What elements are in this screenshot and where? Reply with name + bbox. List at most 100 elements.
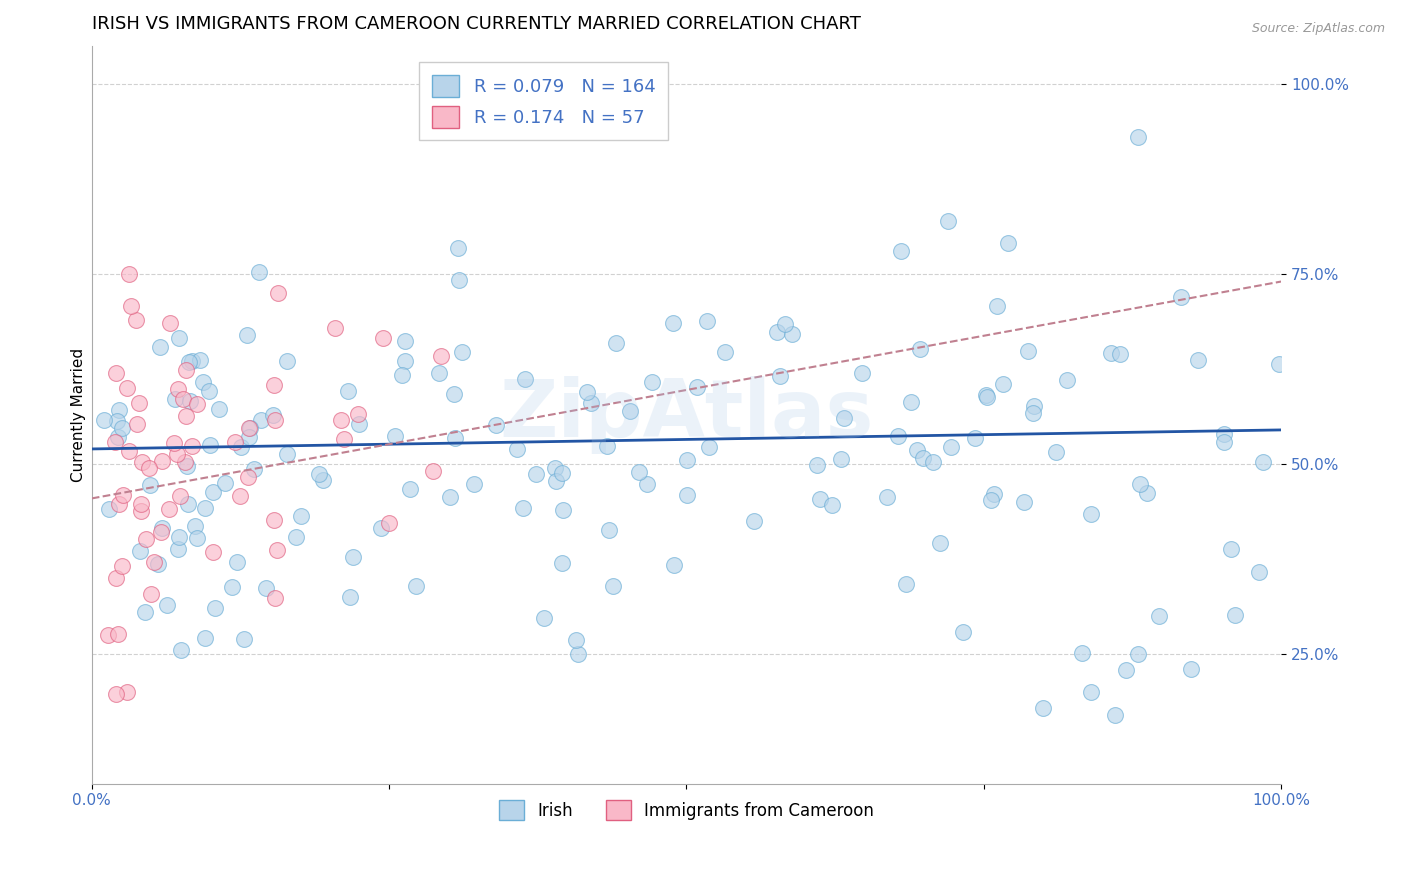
Point	[1219, 542, 1241, 557]
Point	[263, 591, 285, 605]
Point	[150, 454, 173, 468]
Point	[336, 384, 359, 399]
Point	[138, 461, 160, 475]
Point	[384, 429, 406, 443]
Point	[598, 523, 620, 537]
Point	[194, 501, 217, 516]
Point	[312, 473, 335, 487]
Point	[370, 521, 392, 535]
Point	[1128, 130, 1150, 145]
Point	[266, 543, 288, 558]
Point	[290, 509, 312, 524]
Point	[308, 467, 330, 481]
Point	[104, 571, 127, 585]
Point	[1223, 607, 1246, 622]
Point	[129, 498, 152, 512]
Point	[1056, 373, 1078, 387]
Point	[963, 431, 986, 445]
Point	[150, 524, 173, 539]
Point	[1080, 685, 1102, 699]
Point	[422, 464, 444, 478]
Point	[851, 366, 873, 380]
Point	[157, 502, 180, 516]
Point	[619, 403, 641, 417]
Point	[250, 413, 273, 427]
Point	[664, 558, 686, 573]
Point	[983, 487, 1005, 501]
Point	[263, 413, 285, 427]
Point	[263, 513, 285, 527]
Point	[172, 392, 194, 406]
Point	[236, 328, 259, 343]
Point	[118, 444, 141, 458]
Point	[124, 313, 146, 327]
Point	[1022, 406, 1045, 420]
Point	[451, 345, 474, 359]
Legend: Irish, Immigrants from Cameroon: Irish, Immigrants from Cameroon	[492, 793, 882, 827]
Point	[1099, 346, 1122, 360]
Point	[1032, 700, 1054, 714]
Point	[191, 375, 214, 389]
Point	[463, 476, 485, 491]
Point	[773, 318, 796, 332]
Point	[887, 429, 910, 443]
Point	[974, 388, 997, 402]
Point	[169, 489, 191, 503]
Point	[980, 493, 1002, 508]
Point	[567, 647, 589, 661]
Point	[1022, 399, 1045, 413]
Point	[254, 581, 277, 595]
Point	[170, 643, 193, 657]
Point	[780, 326, 803, 341]
Point	[339, 590, 361, 604]
Point	[551, 502, 574, 516]
Point	[131, 455, 153, 469]
Point	[201, 485, 224, 500]
Point	[565, 632, 588, 647]
Point	[262, 408, 284, 422]
Point	[111, 421, 134, 435]
Point	[129, 504, 152, 518]
Point	[238, 421, 260, 435]
Point	[378, 516, 401, 530]
Point	[214, 476, 236, 491]
Point	[602, 579, 624, 593]
Point	[997, 236, 1019, 251]
Point	[166, 541, 188, 556]
Point	[97, 502, 120, 516]
Point	[714, 344, 737, 359]
Point	[1253, 455, 1275, 469]
Point	[174, 409, 197, 424]
Point	[1170, 289, 1192, 303]
Point	[544, 461, 567, 475]
Point	[908, 342, 931, 356]
Point	[686, 379, 709, 393]
Point	[439, 490, 461, 504]
Point	[166, 382, 188, 396]
Point	[894, 577, 917, 591]
Point	[1115, 663, 1137, 677]
Text: IRISH VS IMMIGRANTS FROM CAMEROON CURRENTLY MARRIED CORRELATION CHART: IRISH VS IMMIGRANTS FROM CAMEROON CURREN…	[91, 15, 860, 33]
Point	[104, 687, 127, 701]
Point	[142, 555, 165, 569]
Point	[427, 366, 450, 380]
Point	[167, 331, 190, 345]
Point	[263, 377, 285, 392]
Point	[118, 267, 141, 281]
Point	[697, 440, 720, 454]
Point	[238, 470, 260, 484]
Point	[1149, 609, 1171, 624]
Point	[627, 466, 650, 480]
Point	[1017, 343, 1039, 358]
Y-axis label: Currently Married: Currently Married	[72, 348, 86, 482]
Point	[1080, 507, 1102, 521]
Point	[446, 242, 468, 256]
Point	[267, 285, 290, 300]
Point	[1012, 494, 1035, 508]
Point	[696, 314, 718, 328]
Point	[544, 474, 567, 488]
Point	[111, 488, 134, 502]
Point	[238, 430, 260, 444]
Point	[93, 413, 115, 427]
Point	[167, 530, 190, 544]
